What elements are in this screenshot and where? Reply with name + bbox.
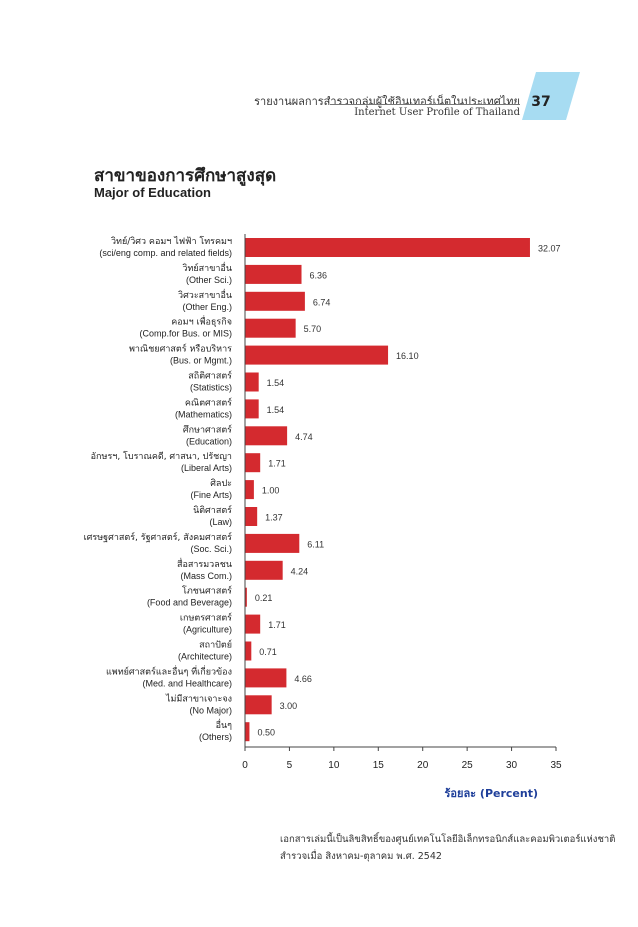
x-tick-label-1: 5 xyxy=(287,760,293,771)
category-label-thai-12: สื่อสารมวลชน xyxy=(177,557,232,570)
category-label-english-18: (Others) xyxy=(199,732,232,742)
category-label-thai-17: ไม่มีสาขาเจาะจง xyxy=(165,693,232,704)
category-label-thai-18: อื่นๆ xyxy=(216,718,233,731)
value-label-2: 6.74 xyxy=(313,297,331,307)
category-label-english-12: (Mass Com.) xyxy=(181,571,233,581)
bar-16 xyxy=(245,668,287,688)
category-label-thai-0: วิทย์/วิศว คอมฯ ไฟฟ้า โทรคมฯ xyxy=(111,235,232,247)
category-label-english-16: (Med. and Healthcare) xyxy=(142,678,232,688)
section-title-thai: สาขาของการศึกษาสูงสุด xyxy=(94,166,277,186)
category-label-english-13: (Food and Beverage) xyxy=(147,598,232,608)
category-label-thai-15: สถาปัตย์ xyxy=(199,639,232,651)
x-tick-label-6: 30 xyxy=(506,760,518,771)
bar-17 xyxy=(245,695,272,715)
bar-13 xyxy=(245,587,247,607)
category-label-thai-10: นิติศาสตร์ xyxy=(193,504,232,516)
category-label-english-14: (Agriculture) xyxy=(183,625,232,635)
category-label-thai-1: วิทย์สาขาอื่น xyxy=(182,261,232,274)
category-label-english-3: (Comp.for Bus. or MIS) xyxy=(139,329,232,339)
value-label-10: 1.37 xyxy=(265,513,283,523)
category-label-english-6: (Mathematics) xyxy=(175,409,232,419)
value-label-11: 6.11 xyxy=(307,539,324,549)
footnote-copyright: เอกสารเล่มนี้เป็นลิขสิทธิ์ของศูนย์เทคโนโ… xyxy=(280,834,616,845)
page-number: 37 xyxy=(531,94,551,110)
category-label-english-4: (Bus. or Mgmt.) xyxy=(170,356,232,366)
value-label-3: 5.70 xyxy=(304,324,322,334)
category-label-thai-14: เกษตรศาสตร์ xyxy=(180,612,232,624)
category-label-english-0: (sci/eng comp. and related fields) xyxy=(99,248,232,258)
value-label-8: 1.71 xyxy=(268,459,286,469)
value-label-15: 0.71 xyxy=(259,647,277,657)
bar-15 xyxy=(245,641,252,661)
category-label-english-2: (Other Eng.) xyxy=(182,302,232,312)
value-label-1: 6.36 xyxy=(310,270,328,280)
x-tick-label-3: 15 xyxy=(373,760,385,771)
category-label-english-15: (Architecture) xyxy=(178,652,232,662)
category-label-thai-5: สถิติศาสตร์ xyxy=(188,370,232,382)
category-label-thai-9: ศิลปะ xyxy=(210,478,232,489)
bar-18 xyxy=(245,722,250,742)
bar-12 xyxy=(245,560,283,580)
category-label-english-11: (Soc. Sci.) xyxy=(190,544,232,554)
value-label-18: 0.50 xyxy=(257,728,275,738)
x-axis-label: ร้อยละ (Percent) xyxy=(444,787,538,800)
footnote-survey-date: สำรวจเมื่อ สิงหาคม-ตุลาคม พ.ศ. 2542 xyxy=(280,851,442,862)
page-number-tab xyxy=(522,72,580,120)
category-label-english-9: (Fine Arts) xyxy=(190,490,232,500)
bar-9 xyxy=(245,480,254,500)
category-label-english-5: (Statistics) xyxy=(190,383,232,393)
category-label-thai-2: วิศวะสาขาอื่น xyxy=(178,288,232,301)
value-label-5: 1.54 xyxy=(267,378,285,388)
value-label-7: 4.74 xyxy=(295,432,313,442)
bar-2 xyxy=(245,291,305,311)
bar-3 xyxy=(245,318,296,338)
section-title-english: Major of Education xyxy=(94,185,211,200)
category-label-thai-7: ศึกษาศาสตร์ xyxy=(183,423,232,435)
bar-8 xyxy=(245,453,261,473)
x-tick-label-2: 10 xyxy=(328,760,340,771)
bar-7 xyxy=(245,426,288,446)
value-label-0: 32.07 xyxy=(538,244,561,254)
bar-11 xyxy=(245,533,300,553)
value-label-6: 1.54 xyxy=(267,405,285,415)
bar-5 xyxy=(245,372,259,392)
value-label-17: 3.00 xyxy=(280,701,298,711)
category-label-english-17: (No Major) xyxy=(189,705,232,715)
category-label-thai-8: อักษรฯ, โบราณคดี, ศาสนา, ปรัชญา xyxy=(91,451,232,462)
value-label-4: 16.10 xyxy=(396,351,419,361)
bar-10 xyxy=(245,507,258,526)
category-label-english-8: (Liberal Arts) xyxy=(181,463,232,473)
category-label-thai-4: พาณิชยศาสตร์ หรือบริหาร xyxy=(129,343,232,355)
category-label-english-1: (Other Sci.) xyxy=(186,275,232,285)
bar-4 xyxy=(245,345,389,365)
x-tick-label-7: 35 xyxy=(550,760,562,771)
bar-0 xyxy=(245,238,530,257)
category-label-thai-6: คณิตศาสตร์ xyxy=(185,396,232,408)
header-rule xyxy=(330,104,520,105)
category-label-thai-16: แพทย์ศาสตร์และอื่นๆ ที่เกี่ยวข้อง xyxy=(106,664,232,677)
header-english-title: Internet User Profile of Thailand xyxy=(354,107,520,118)
value-label-9: 1.00 xyxy=(262,486,280,496)
category-label-thai-11: เศรษฐศาสตร์, รัฐศาสตร์, สังคมศาสตร์ xyxy=(84,531,233,543)
value-label-12: 4.24 xyxy=(291,566,309,576)
category-label-english-7: (Education) xyxy=(186,436,232,446)
x-tick-label-4: 20 xyxy=(417,760,429,771)
bar-14 xyxy=(245,614,261,634)
bar-1 xyxy=(245,264,302,284)
category-label-english-10: (Law) xyxy=(209,517,232,527)
bar-6 xyxy=(245,399,259,419)
value-label-14: 1.71 xyxy=(268,620,286,630)
value-label-13: 0.21 xyxy=(255,593,273,603)
x-tick-label-5: 25 xyxy=(462,760,474,771)
category-label-thai-13: โภชนศาสตร์ xyxy=(182,585,232,597)
value-label-16: 4.66 xyxy=(294,674,312,684)
category-label-thai-3: คอมฯ เพื่อธุรกิจ xyxy=(171,315,232,328)
x-tick-label-0: 0 xyxy=(242,760,248,771)
